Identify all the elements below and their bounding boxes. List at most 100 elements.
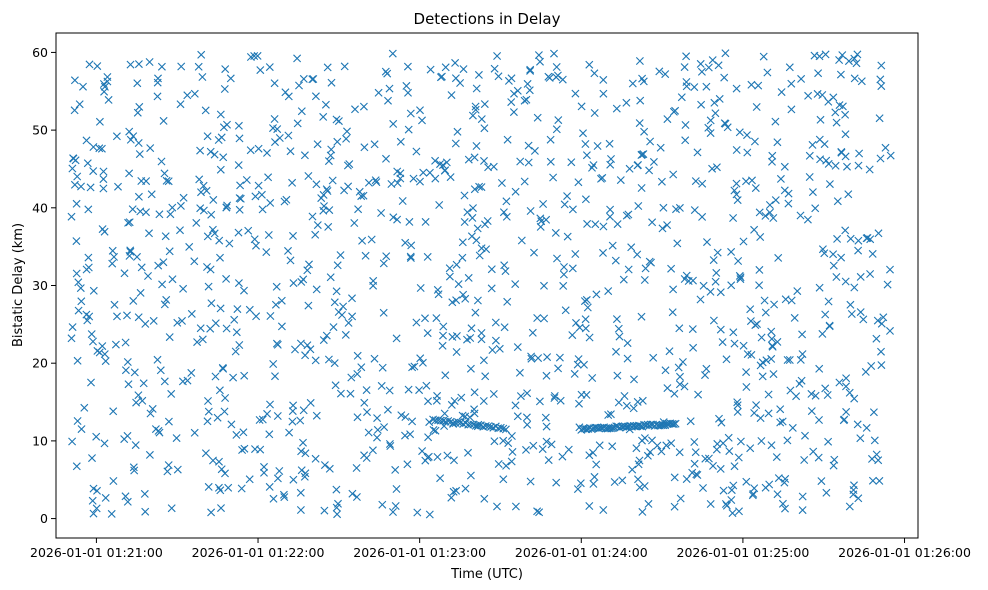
data-point <box>92 432 101 441</box>
data-point <box>622 211 631 220</box>
data-point <box>689 343 698 352</box>
data-point <box>699 281 708 290</box>
data-point <box>589 479 598 488</box>
data-point <box>270 79 279 88</box>
data-point <box>342 134 351 143</box>
data-point <box>527 354 536 363</box>
data-point <box>713 439 722 448</box>
data-point <box>254 181 263 190</box>
data-point <box>856 308 865 317</box>
data-point <box>661 366 670 375</box>
data-point <box>491 318 500 327</box>
data-point <box>549 173 558 182</box>
data-point <box>68 437 77 446</box>
data-point <box>252 312 261 321</box>
data-point <box>747 80 756 89</box>
data-point <box>568 264 577 273</box>
data-point <box>373 425 382 434</box>
data-point <box>272 282 281 291</box>
data-point <box>109 477 118 485</box>
data-point <box>774 253 783 262</box>
data-point <box>82 265 91 274</box>
data-point <box>412 318 421 327</box>
data-point <box>649 157 658 166</box>
data-point <box>816 115 825 124</box>
data-point <box>526 66 535 75</box>
data-point <box>593 142 602 150</box>
data-point <box>404 88 412 97</box>
data-point <box>326 273 335 282</box>
data-point <box>216 110 225 119</box>
data-point <box>296 506 305 514</box>
data-point <box>730 462 739 471</box>
data-point <box>604 287 613 296</box>
data-point <box>556 396 565 405</box>
data-point <box>424 397 432 406</box>
data-point <box>599 222 608 231</box>
data-point <box>815 364 824 373</box>
data-point <box>624 265 633 274</box>
data-point <box>711 277 720 286</box>
data-point <box>165 333 174 342</box>
data-point <box>842 382 850 391</box>
data-point <box>196 146 205 155</box>
data-point <box>525 86 534 95</box>
data-point <box>269 360 278 368</box>
data-point <box>273 125 282 134</box>
data-point <box>785 63 794 72</box>
data-point <box>270 115 279 123</box>
data-point <box>444 417 453 425</box>
data-point <box>540 281 548 290</box>
data-point <box>132 398 141 407</box>
data-point <box>458 238 467 247</box>
data-point <box>872 334 881 343</box>
data-point <box>158 280 167 289</box>
data-point <box>823 391 832 399</box>
data-point <box>196 324 205 333</box>
data-point <box>265 430 274 439</box>
data-point <box>313 140 322 149</box>
data-point <box>99 175 108 184</box>
data-point <box>554 116 563 125</box>
data-point <box>689 276 697 285</box>
data-point <box>360 143 369 152</box>
data-point <box>383 405 392 414</box>
data-point <box>542 371 551 380</box>
data-point <box>552 478 561 487</box>
data-point <box>439 322 448 331</box>
data-point <box>750 409 759 417</box>
data-point <box>636 96 645 105</box>
data-point <box>227 420 236 429</box>
data-point <box>405 217 414 226</box>
data-point <box>173 318 182 327</box>
data-point <box>378 363 387 372</box>
data-point <box>619 275 628 284</box>
data-point <box>479 356 488 365</box>
plot-background <box>56 33 918 538</box>
data-point <box>807 407 816 416</box>
data-point <box>226 74 235 83</box>
data-point <box>123 497 132 506</box>
data-point <box>325 464 334 473</box>
data-point <box>490 437 499 446</box>
data-point <box>98 225 107 234</box>
data-point <box>583 303 592 312</box>
data-point <box>581 195 590 204</box>
data-point <box>153 92 162 101</box>
data-point <box>88 496 97 505</box>
data-point <box>575 323 584 332</box>
data-point <box>458 411 467 420</box>
chart-title: Detections in Delay <box>414 10 561 28</box>
data-point <box>780 186 789 195</box>
data-point <box>682 52 691 61</box>
data-point <box>354 205 363 214</box>
data-point <box>352 493 361 501</box>
data-point <box>319 112 328 121</box>
data-point <box>606 410 615 419</box>
data-point <box>870 436 879 445</box>
data-point <box>501 267 510 276</box>
data-point <box>311 356 320 365</box>
data-point <box>282 195 291 204</box>
data-point <box>822 156 831 165</box>
data-point <box>280 493 289 502</box>
